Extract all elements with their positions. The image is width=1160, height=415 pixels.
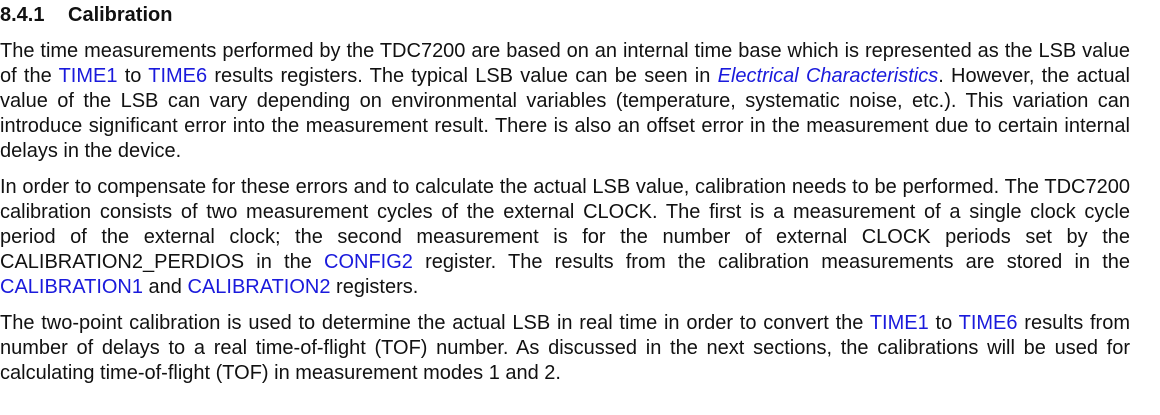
link-config2-register[interactable]: CONFIG2 (324, 251, 413, 273)
paragraph-1-text-1: The time measurements performed by the T… (0, 40, 1130, 87)
link-time1-register[interactable]: TIME1 (58, 65, 118, 87)
paragraph-2-text-2: register. The results from the calibrati… (412, 251, 1130, 273)
paragraph-2-text-4: registers. (330, 276, 419, 298)
document-section: 8.4.1 Calibration The time measurements p… (0, 0, 1130, 386)
paragraph-1-text-2: to (117, 65, 149, 87)
paragraph-3-text-3: results from number of delays to a real … (0, 312, 1130, 384)
link-time6-register[interactable]: TIME6 (148, 65, 208, 87)
link-calibration1-register[interactable]: CALIBRATION1 (0, 276, 143, 298)
section-number: 8.4.1 (0, 4, 45, 26)
paragraph-2: In order to compensate for these errors … (0, 175, 1130, 300)
section-title: Calibration (68, 4, 173, 26)
link-time6-register-2[interactable]: TIME6 (958, 312, 1018, 334)
paragraph-3-text-2: to (928, 312, 959, 334)
link-time1-register-2[interactable]: TIME1 (869, 312, 929, 334)
paragraph-2-text-3: and (143, 276, 188, 298)
paragraph-2-text-1: In order to compensate for these errors … (0, 176, 1130, 273)
paragraph-1-text-4: . However, the actual value of the LSB c… (0, 65, 1131, 162)
link-calibration2-register[interactable]: CALIBRATION2 (187, 276, 331, 298)
link-electrical-characteristics[interactable]: Electrical Characteristics (717, 65, 939, 87)
paragraph-3: The two-point calibration is used to det… (0, 311, 1130, 386)
paragraph-1-text-3: results registers. The typical LSB value… (207, 65, 718, 87)
paragraph-1: The time measurements performed by the T… (0, 39, 1130, 164)
section-heading: 8.4.1 Calibration (0, 0, 1130, 30)
paragraph-3-text-1: The two-point calibration is used to det… (0, 312, 870, 334)
